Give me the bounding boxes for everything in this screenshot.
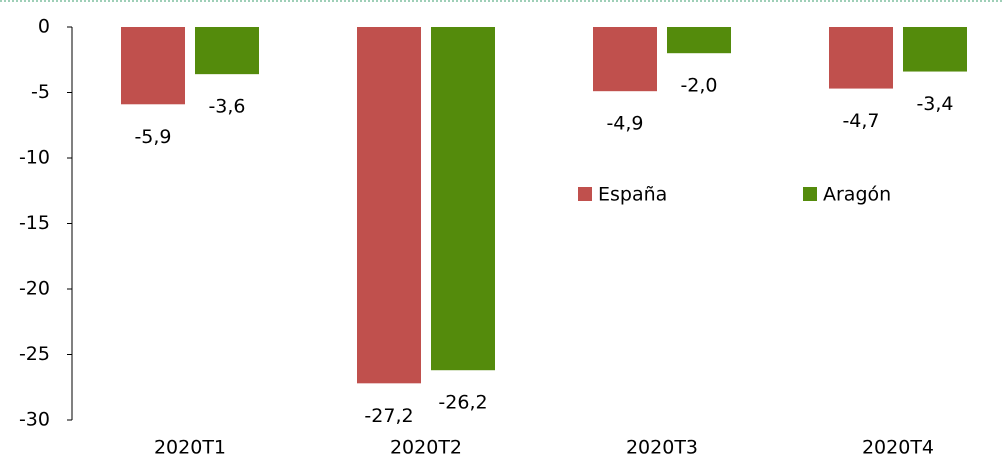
- y-tick-label: -20: [19, 278, 50, 300]
- y-tick-label: -5: [31, 81, 50, 103]
- value-label: -2,0: [680, 75, 717, 97]
- y-tick-label: 0: [38, 16, 50, 38]
- legend-swatch: [803, 187, 817, 201]
- bar: [121, 27, 185, 105]
- x-tick-label: 2020T1: [154, 437, 226, 459]
- bar: [903, 27, 967, 72]
- y-tick-label: -30: [19, 409, 50, 431]
- y-tick-label: -25: [19, 343, 50, 365]
- bar: [195, 27, 259, 75]
- x-tick-label: 2020T3: [626, 437, 698, 459]
- value-label: -3,4: [916, 93, 953, 115]
- bar: [431, 27, 495, 371]
- value-label: -4,9: [606, 113, 643, 135]
- value-label: -27,2: [364, 405, 413, 427]
- y-tick-label: -10: [19, 147, 50, 169]
- bar: [593, 27, 657, 92]
- bar: [667, 27, 731, 54]
- x-tick-label: 2020T2: [390, 437, 462, 459]
- bar: [829, 27, 893, 89]
- legend-label: Aragón: [823, 184, 891, 206]
- legend-label: España: [598, 184, 667, 206]
- legend-swatch: [578, 187, 592, 201]
- value-label: -4,7: [842, 110, 879, 132]
- bar: [357, 27, 421, 384]
- x-tick-label: 2020T4: [862, 437, 934, 459]
- value-label: -5,9: [134, 126, 171, 148]
- value-label: -26,2: [438, 392, 487, 414]
- value-label: -3,6: [208, 96, 245, 118]
- y-tick-label: -15: [19, 212, 50, 234]
